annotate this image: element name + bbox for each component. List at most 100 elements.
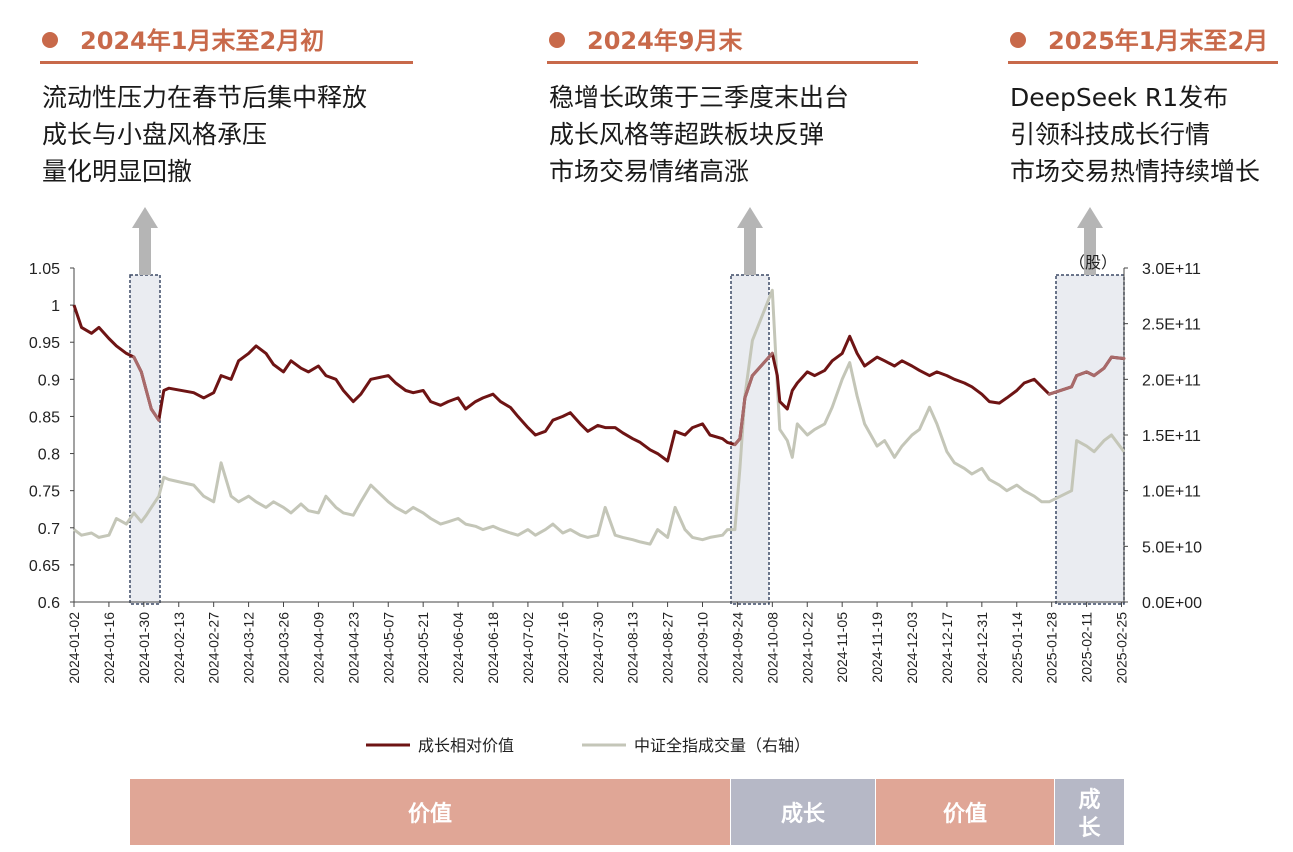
style-bands: 价值 成长 价值 成长 (130, 779, 1124, 845)
growth-value-series-line-highlight-segment (1110, 355, 1126, 361)
annotation-line: 稳增长政策于三季度末出台 (549, 83, 849, 112)
band-4 (1055, 779, 1124, 845)
x-tick-label: 2024-02-27 (206, 612, 222, 684)
left-tick-label: 0.8 (38, 447, 60, 464)
annotation-line: 流动性压力在春节后集中释放 (42, 83, 367, 112)
annotation-title: 2025年1月末至2月 (1048, 27, 1268, 55)
growth-value-series-line-highlight-segment (1047, 385, 1074, 396)
growth-value-series-line-highlight-segment (144, 388, 153, 411)
band-label: 价值 (408, 801, 452, 827)
growth-value-series-line (72, 304, 1125, 463)
axes: 0.6 0.65 0.7 0.75 0.8 0.85 0.9 0.95 1 1.05 0.0E+00… (29, 254, 1202, 684)
growth-value-series-line-highlight-segment (1092, 366, 1106, 378)
left-tick-label: 0.95 (29, 335, 60, 352)
left-tick-label: 0.85 (29, 409, 60, 426)
growth-value-series-line-highlight-segment (738, 396, 747, 441)
legend: 成长相对价值 中证全指成交量（右轴） (366, 736, 810, 755)
annotation-bullet-icon (549, 32, 565, 48)
x-tick-label: 2024-06-04 (450, 612, 466, 684)
x-tick-label: 2024-07-30 (590, 612, 606, 684)
x-tick-label: 2024-01-16 (101, 612, 117, 684)
annotation-line: DeepSeek R1发布 (1010, 83, 1228, 112)
annotation-bullet-icon (1010, 32, 1026, 48)
band-label-char: 长 (1078, 816, 1101, 841)
x-tick-label: 2024-06-18 (485, 612, 501, 684)
growth-value-series-line-highlight-segment (743, 374, 754, 400)
x-tick-label: 2024-10-08 (764, 612, 780, 684)
right-tick-label: 2.0E+11 (1142, 372, 1201, 389)
left-tick-label: 0.75 (29, 484, 60, 501)
x-tick-label: 2024-12-03 (904, 612, 920, 684)
up-arrow-icon (1077, 207, 1103, 275)
right-tick-label: 1.5E+11 (1142, 428, 1201, 445)
x-tick-label: 2025-01-14 (1009, 612, 1025, 684)
highlight-box (129, 274, 161, 605)
x-tick-label: 2024-02-13 (171, 612, 187, 684)
x-tick-label: 2025-02-25 (1114, 612, 1130, 684)
x-tick-label: 2024-05-07 (380, 612, 396, 684)
x-tick-label: 2024-07-16 (555, 612, 571, 684)
x-tick-label: 2024-08-13 (625, 612, 641, 684)
growth-value-series-line-highlight-segment (139, 370, 148, 392)
left-tick-label: 0.65 (29, 558, 60, 575)
band-label: 价值 (943, 801, 987, 827)
growth-value-series-line-highlight-segment (1102, 355, 1114, 370)
annotation-underline (1008, 61, 1278, 64)
x-tick-label: 2024-03-12 (241, 612, 257, 684)
annotation-line: 成长与小盘风格承压 (42, 120, 267, 149)
x-tick-label: 2024-05-21 (415, 612, 431, 684)
x-tick-label: 2024-01-02 (66, 612, 82, 684)
annotation-underline (40, 61, 413, 64)
annotation-3: 2025年1月末至2月 DeepSeek R1发布引领科技成长行情市场交易热情持续… (1008, 27, 1278, 186)
right-tick-label: 0.0E+00 (1142, 595, 1202, 612)
annotations: 2024年1月末至2月初流动性压力在春节后集中释放成长与小盘风格承压量化明显回撤… (40, 27, 1278, 186)
legend-label-growth: 成长相对价值 (418, 736, 514, 755)
annotation-line: 量化明显回撤 (42, 157, 192, 186)
x-tick-label: 2024-12-17 (939, 612, 955, 684)
legend-label-volume: 中证全指成交量（右轴） (634, 736, 810, 755)
right-tick-label: 5.0E+10 (1142, 539, 1202, 556)
band-1 (130, 779, 730, 845)
right-tick-label: 3.0E+11 (1142, 261, 1201, 278)
x-tick-label: 2024-04-23 (345, 612, 361, 684)
x-tick-label: 2024-03-26 (276, 612, 292, 684)
annotation-title: 2024年9月末 (587, 27, 743, 55)
left-tick-label: 0.6 (38, 595, 60, 612)
highlight-arrows (132, 207, 1103, 275)
x-tick-label: 2024-09-10 (695, 612, 711, 684)
series-lines (72, 288, 1126, 546)
growth-value-series-line-highlight-segment (750, 351, 774, 378)
annotation-line: 市场交易情绪高涨 (549, 157, 749, 186)
band-label: 成长 (781, 802, 826, 827)
highlight-periods (129, 274, 1125, 605)
annotation-line: 市场交易热情持续增长 (1010, 157, 1260, 186)
x-tick-label: 2025-01-28 (1044, 612, 1060, 684)
annotation-line: 成长风格等超跌板块反弹 (549, 120, 824, 149)
x-tick-label: 2024-04-09 (310, 612, 326, 684)
x-tick-label: 2025-02-11 (1079, 612, 1095, 683)
annotation-underline (547, 61, 918, 64)
volume-series-line (73, 288, 1126, 546)
left-tick-label: 0.7 (38, 521, 60, 538)
right-tick-label: 2.5E+11 (1142, 317, 1201, 334)
up-arrow-icon (132, 207, 158, 275)
left-tick-label: 1 (51, 298, 60, 315)
growth-value-series-line-highlight-segment (132, 355, 143, 374)
left-tick-label: 1.05 (29, 261, 60, 278)
x-tick-label: 2024-01-30 (136, 612, 152, 684)
growth-value-series-line-highlight-segment (1070, 374, 1079, 389)
x-tick-label: 2024-08-27 (660, 612, 676, 684)
band-2 (731, 779, 875, 845)
annotation-title: 2024年1月末至2月初 (80, 27, 324, 55)
right-axis-unit: （股） (1069, 254, 1117, 272)
x-tick-label: 2024-07-02 (520, 612, 536, 684)
band-3 (876, 779, 1054, 845)
x-tick-label: 2024-11-19 (869, 612, 885, 683)
x-tick-label: 2024-12-31 (974, 612, 990, 684)
band-label-char: 成 (1078, 788, 1100, 813)
growth-value-series-line-highlight-segment (149, 407, 161, 422)
right-tick-label: 1.0E+11 (1142, 484, 1201, 501)
